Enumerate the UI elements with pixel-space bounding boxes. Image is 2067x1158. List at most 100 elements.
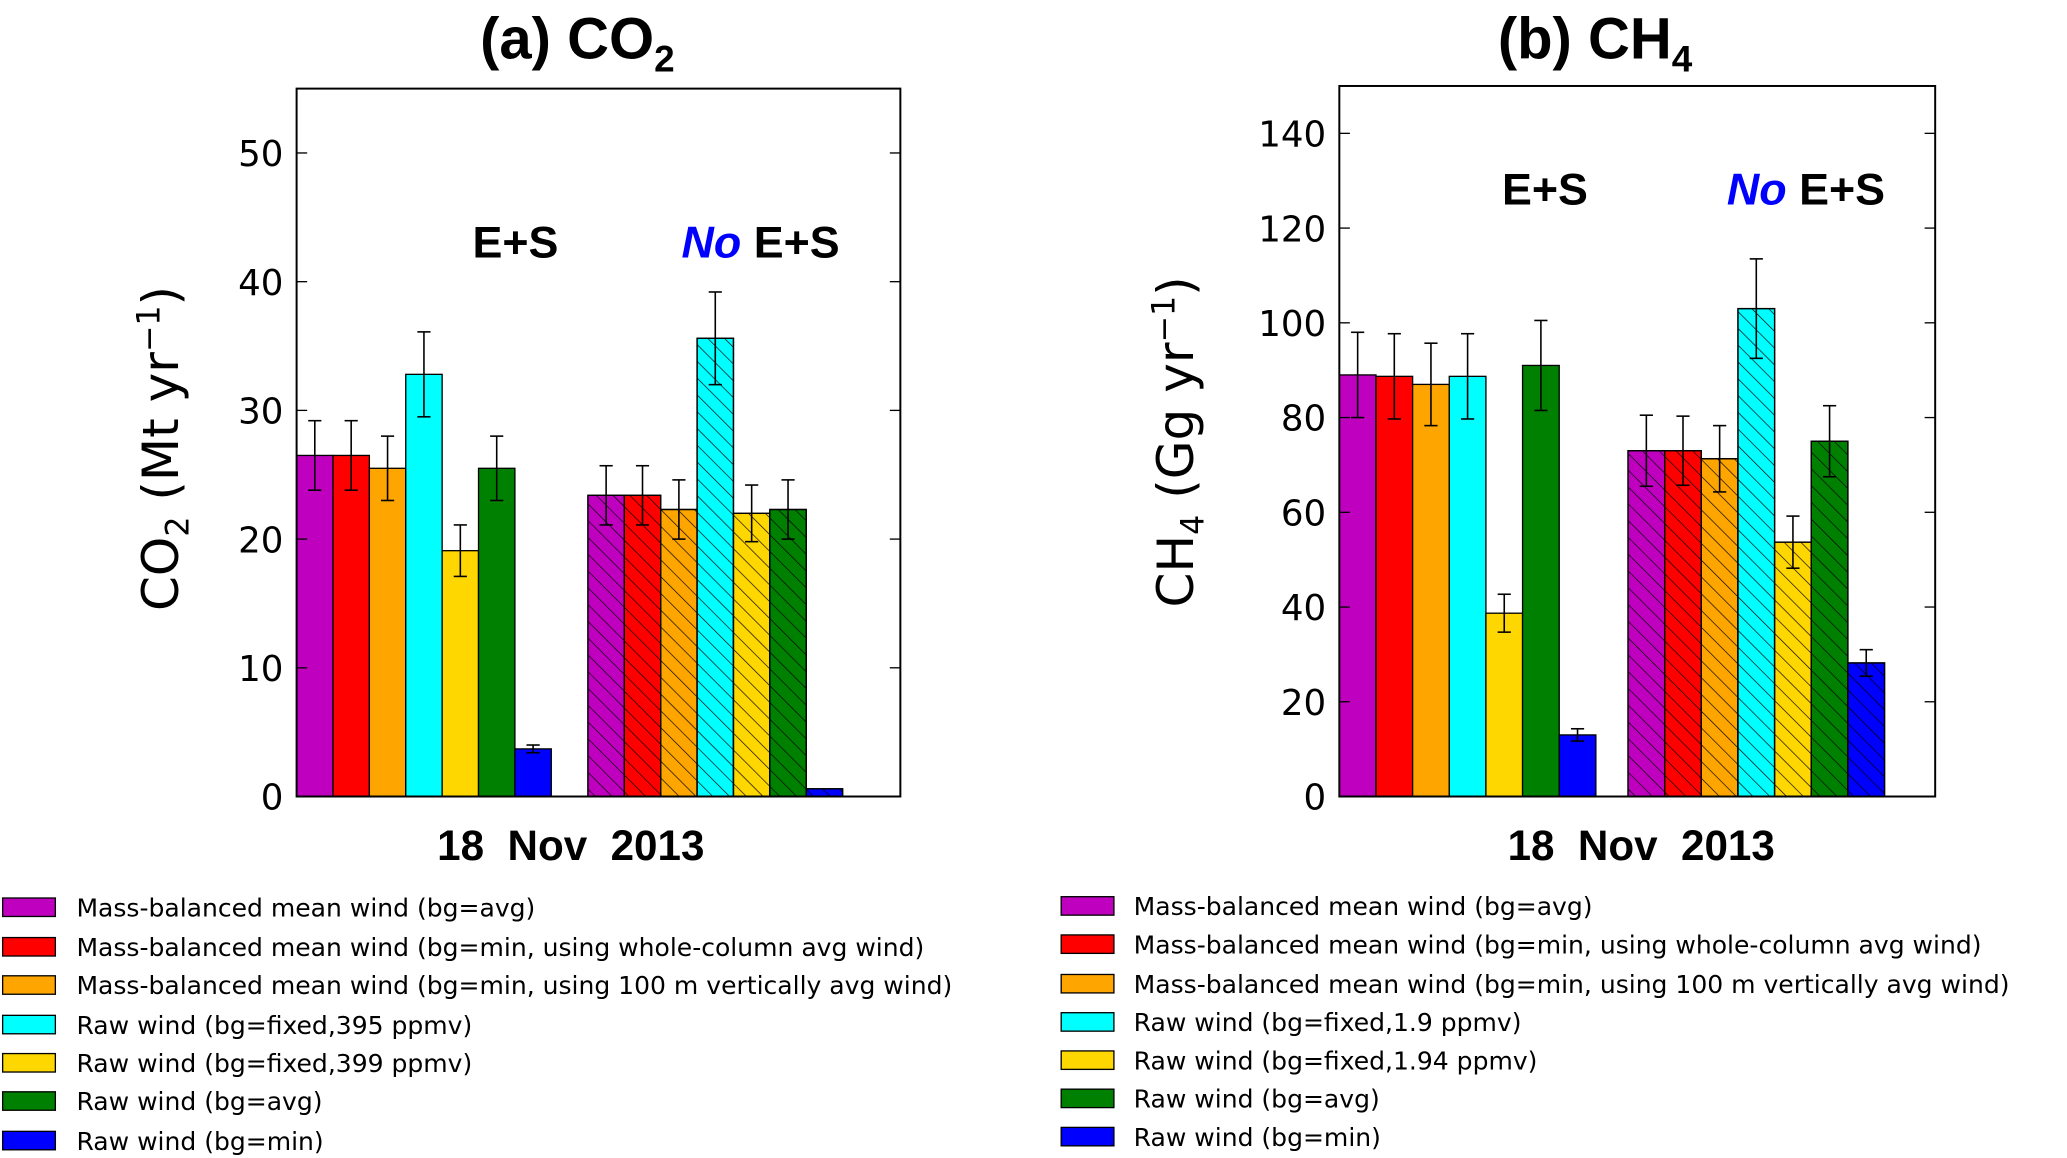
- chart-title-subscript: 2: [654, 38, 675, 79]
- group-label-no: No: [1727, 165, 1787, 215]
- chart-title: (a) CO2: [480, 6, 675, 79]
- group-label: E+S: [1502, 165, 1588, 215]
- y-tick-label: 10: [238, 649, 283, 690]
- legend-swatch: [1, 897, 57, 918]
- chart-title: (b) CH4: [1498, 6, 1693, 79]
- bar-hatch: [1737, 307, 1776, 798]
- y-tick-label: 80: [1281, 399, 1326, 440]
- bar: [1411, 383, 1450, 798]
- y-tick-label: 50: [238, 134, 283, 175]
- plot-frame: [295, 87, 902, 798]
- y-label-subscript: 2: [161, 517, 197, 537]
- legend-entry: Raw wind (bg=min): [1134, 1123, 1381, 1152]
- legend-entry: Mass-balanced mean wind (bg=avg): [1134, 892, 1593, 921]
- bar-hatch: [1664, 450, 1702, 798]
- legend-entry: Mass-balanced mean wind (bg=min, using 1…: [1134, 970, 2010, 999]
- legend-swatch: [1060, 896, 1115, 916]
- y-label-unit: (Mt yr: [132, 352, 190, 517]
- bar: [1485, 612, 1524, 798]
- plot-frame: [1338, 84, 1937, 798]
- bar-hatch: [696, 337, 735, 798]
- group-label-no: No: [682, 217, 742, 267]
- bar: [295, 454, 334, 798]
- y-tick-label: 40: [1281, 588, 1326, 629]
- y-tick-label: 120: [1258, 209, 1326, 250]
- y-tick-label: 20: [238, 520, 283, 561]
- group-label-text: E+S: [1787, 165, 1885, 215]
- bar: [477, 467, 516, 798]
- bar-hatch: [623, 494, 662, 798]
- legend-swatch: [1, 1014, 57, 1035]
- bar-hatch: [1847, 662, 1886, 798]
- bar-hatch: [1700, 458, 1739, 798]
- group-label-text: E+S: [472, 217, 558, 267]
- bar: [1338, 374, 1377, 798]
- chart-title-subscript: 4: [1672, 38, 1693, 79]
- legend-swatch: [1060, 1050, 1115, 1071]
- y-tick-label: 60: [1281, 493, 1326, 534]
- y-axis-label: CO2 (Mt yr−1): [132, 286, 197, 611]
- group-label: E+S: [472, 217, 558, 267]
- bar: [1448, 375, 1487, 798]
- bar: [332, 454, 371, 798]
- x-axis-label: 18 Nov 2013: [437, 822, 704, 869]
- y-tick-label: 30: [238, 392, 283, 433]
- legend-swatch: [1, 936, 57, 957]
- legend-swatch: [1, 1052, 57, 1073]
- y-tick-label: 100: [1258, 304, 1326, 345]
- legend-entry: Mass-balanced mean wind (bg=min, using 1…: [76, 971, 952, 1000]
- group-label: No E+S: [1727, 165, 1885, 215]
- legend-swatch: [1, 1130, 57, 1151]
- bar-hatch: [1810, 440, 1849, 798]
- y-tick-label: 0: [1304, 778, 1327, 819]
- group-label-text: E+S: [1502, 165, 1588, 215]
- y-label-superscript: −1: [132, 305, 168, 352]
- legend-entry: Raw wind (bg=fixed,395 ppmv): [76, 1011, 472, 1040]
- y-label-subscript: 4: [1176, 515, 1212, 535]
- legend-entry: Mass-balanced mean wind (bg=min, using w…: [1134, 930, 1982, 959]
- bar-hatch: [1773, 541, 1812, 798]
- y-label-unit: (Gg yr: [1147, 342, 1205, 515]
- bar: [1521, 364, 1560, 798]
- legend-swatch: [1060, 1012, 1115, 1032]
- bar-hatch: [769, 508, 807, 798]
- bar-hatch: [660, 508, 698, 798]
- bar-hatch: [805, 788, 844, 798]
- legend-swatch: [1, 1091, 57, 1111]
- bar: [441, 550, 480, 798]
- y-label-main: CH: [1147, 535, 1205, 608]
- bar: [1558, 734, 1597, 798]
- legend-swatch: [1060, 934, 1115, 955]
- legend-entry: Raw wind (bg=fixed,399 ppmv): [76, 1049, 472, 1078]
- y-tick-label: 20: [1281, 683, 1326, 724]
- bar: [405, 373, 443, 798]
- legend-entry: Mass-balanced mean wind (bg=avg): [76, 893, 535, 922]
- bar-hatch: [732, 512, 771, 798]
- y-label-end: ): [132, 286, 190, 306]
- y-tick-label: 40: [238, 263, 283, 304]
- bar-hatch: [587, 494, 625, 798]
- legend-entry: Raw wind (bg=fixed,1.9 ppmv): [1134, 1008, 1522, 1037]
- legend-entry: Raw wind (bg=fixed,1.94 ppmv): [1134, 1046, 1538, 1075]
- y-label-main: CO: [132, 537, 190, 611]
- y-axis-label: CH4 (Gg yr−1): [1147, 276, 1212, 607]
- x-axis-label: 18 Nov 2013: [1508, 822, 1775, 869]
- legend-swatch: [1060, 1126, 1115, 1147]
- group-label: No E+S: [682, 217, 840, 267]
- legend-swatch: [1060, 973, 1115, 994]
- chart-title-main: (a) CO: [480, 6, 654, 71]
- y-label-superscript: −1: [1147, 296, 1183, 343]
- legend-entry: Raw wind (bg=avg): [76, 1087, 322, 1116]
- group-label-text: E+S: [741, 217, 839, 267]
- bar: [514, 748, 552, 798]
- y-label-end: ): [1147, 276, 1205, 296]
- chart-title-main: (b) CH: [1498, 6, 1672, 71]
- legend-swatch: [1060, 1088, 1115, 1109]
- bar: [368, 467, 407, 798]
- legend-entry: Raw wind (bg=min): [76, 1127, 323, 1156]
- legend-swatch: [1, 975, 57, 995]
- bar: [1375, 375, 1414, 798]
